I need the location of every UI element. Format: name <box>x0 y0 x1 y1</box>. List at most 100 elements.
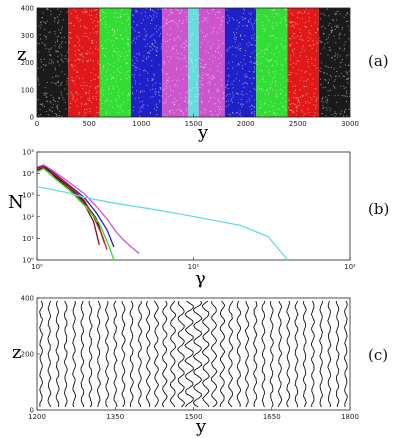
particle-speck <box>102 69 104 71</box>
particle-speck <box>48 31 50 33</box>
x-tick-label: 1200 <box>28 413 46 421</box>
field-line <box>277 300 283 408</box>
particle-speck <box>54 33 56 35</box>
particle-speck <box>49 31 51 33</box>
particle-speck <box>285 19 287 21</box>
particle-speck <box>184 57 186 59</box>
particle-speck <box>253 28 255 30</box>
particle-speck <box>162 17 164 19</box>
particle-speck <box>201 72 203 74</box>
particle-speck <box>73 80 75 82</box>
particle-speck <box>61 41 63 43</box>
particle-speck <box>334 113 336 115</box>
particle-speck <box>70 12 72 14</box>
particle-speck <box>264 103 266 105</box>
particle-speck <box>56 82 58 84</box>
particle-speck <box>271 9 273 11</box>
particle-speck <box>205 73 207 75</box>
particle-speck <box>51 106 53 108</box>
particle-speck <box>307 61 309 63</box>
particle-speck <box>58 81 60 83</box>
particle-speck <box>191 66 193 68</box>
particle-speck <box>105 113 107 115</box>
particle-speck <box>142 107 144 109</box>
particle-speck <box>272 77 274 79</box>
particle-speck <box>105 23 107 25</box>
particle-speck <box>206 33 208 35</box>
particle-speck <box>269 111 271 113</box>
particle-speck <box>284 39 286 41</box>
particle-speck <box>212 27 214 29</box>
particle-speck <box>345 14 347 16</box>
particle-speck <box>65 55 67 57</box>
particle-speck <box>88 52 90 54</box>
particle-speck <box>116 69 118 71</box>
particle-speck <box>194 65 196 67</box>
particle-speck <box>343 87 345 89</box>
particle-speck <box>73 8 75 10</box>
field-line <box>153 300 160 408</box>
particle-speck <box>307 40 309 42</box>
particle-speck <box>343 111 345 113</box>
particle-speck <box>308 20 310 22</box>
particle-speck <box>304 11 306 13</box>
particle-speck <box>165 41 167 43</box>
particle-speck <box>339 113 341 115</box>
particle-speck <box>336 56 338 58</box>
particle-speck <box>44 22 46 24</box>
particle-speck <box>242 83 244 85</box>
particle-speck <box>232 54 234 56</box>
particle-speck <box>278 108 280 110</box>
particle-speck <box>326 107 328 109</box>
particle-speck <box>57 22 59 24</box>
particle-speck <box>98 76 100 78</box>
particle-speck <box>231 111 233 113</box>
particle-speck <box>133 106 135 108</box>
particle-speck <box>60 53 62 55</box>
x-tick-label: 1650 <box>263 413 281 421</box>
particle-speck <box>152 79 154 81</box>
particle-speck <box>235 92 237 94</box>
particle-speck <box>184 100 186 102</box>
particle-speck <box>51 61 53 63</box>
particle-speck <box>281 37 283 39</box>
particle-speck <box>96 92 98 94</box>
particle-speck <box>176 36 178 38</box>
particle-speck <box>85 10 87 12</box>
particle-speck <box>216 114 218 116</box>
particle-speck <box>139 74 141 76</box>
particle-speck <box>269 43 271 45</box>
particle-speck <box>308 29 310 31</box>
particle-speck <box>66 80 68 82</box>
particle-speck <box>258 57 260 59</box>
particle-speck <box>275 81 277 83</box>
particle-speck <box>86 60 88 62</box>
particle-speck <box>204 66 206 68</box>
particle-speck <box>117 53 119 55</box>
particle-speck <box>71 79 73 81</box>
y-tick-label: 0 <box>30 407 34 415</box>
particle-speck <box>325 115 327 117</box>
particle-speck <box>291 21 293 23</box>
panel-b-xlabel: γ <box>195 268 206 289</box>
particle-speck <box>119 107 121 109</box>
x-tick-label: 2000 <box>237 120 255 128</box>
particle-speck <box>110 92 112 94</box>
particle-speck <box>57 55 59 57</box>
particle-speck <box>267 19 269 21</box>
particle-speck <box>38 43 40 45</box>
particle-speck <box>219 24 221 26</box>
particle-speck <box>176 23 178 25</box>
particle-speck <box>235 39 237 41</box>
particle-speck <box>251 105 253 107</box>
particle-speck <box>211 79 213 81</box>
particle-speck <box>165 102 167 104</box>
particle-speck <box>253 87 255 89</box>
particle-speck <box>46 96 48 98</box>
particle-speck <box>346 55 348 57</box>
particle-speck <box>240 47 242 49</box>
particle-speck <box>53 99 55 101</box>
particle-speck <box>61 94 63 96</box>
particle-speck <box>88 97 90 99</box>
y-tick-label: 400 <box>21 295 34 303</box>
